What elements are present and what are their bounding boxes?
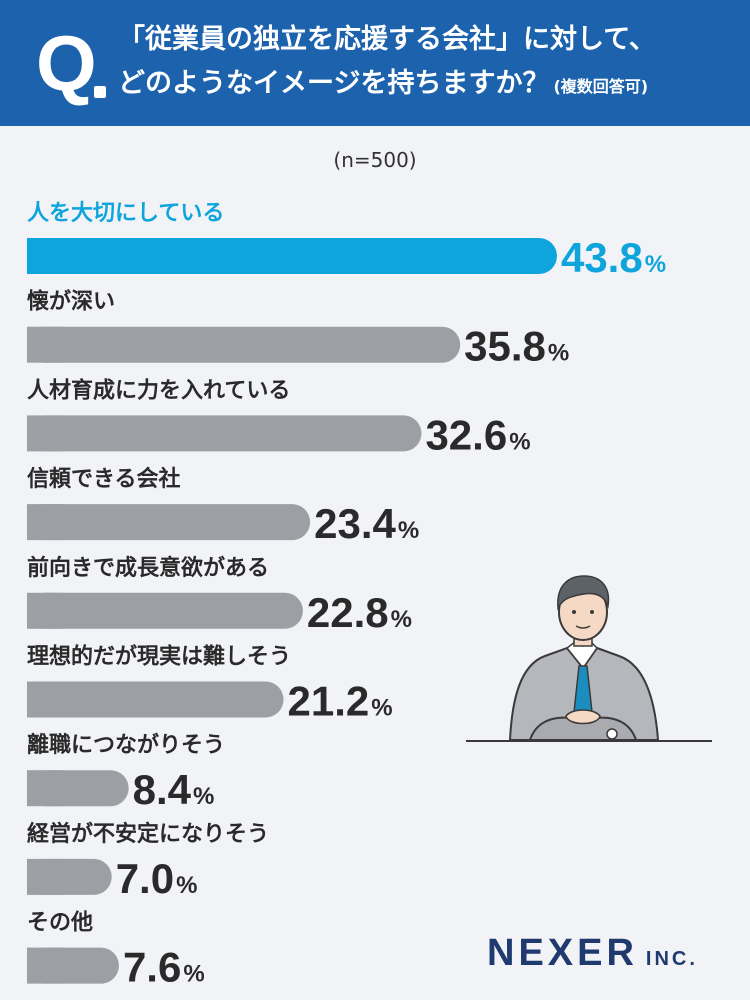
bar-left-edge	[27, 592, 63, 629]
bar-left-edge	[27, 681, 63, 718]
category-label: 前向きで成長意欲がある	[27, 555, 269, 581]
question-note: (複数回答可)	[553, 77, 649, 96]
value-label: 32.6%	[425, 411, 530, 458]
value-label: 35.8%	[464, 323, 569, 370]
value-label: 22.8%	[307, 589, 412, 636]
bar-left-edge	[27, 858, 63, 895]
category-label: 経営が不安定になりそう	[27, 821, 269, 847]
question-header: Q 「従業員の独立を応援する会社」に対して、 どのようなイメージを持ちますか？(…	[0, 0, 750, 126]
bar	[27, 504, 311, 541]
bar-left-edge	[27, 947, 63, 984]
nexer-logo: NEXER INC.	[487, 932, 698, 975]
bar-left-edge	[27, 504, 63, 541]
value-label: 23.4%	[314, 500, 419, 547]
logo-sub: INC.	[645, 948, 698, 970]
bar-left-edge	[27, 238, 63, 274]
category-label: 理想的だが現実は難しそう	[27, 644, 291, 670]
category-label: その他	[27, 911, 93, 936]
category-label: 人材育成に力を入れている	[27, 377, 290, 403]
value-label: 21.2%	[288, 678, 393, 725]
bar-left-edge	[27, 770, 63, 807]
sample-size: (n=500)	[333, 148, 417, 172]
value-label: 7.0%	[116, 855, 198, 902]
bar	[27, 681, 284, 718]
category-label: 人を大切にしている	[27, 201, 224, 226]
category-label: 懐が深い	[27, 289, 115, 315]
bar	[27, 238, 557, 274]
bar-left-edge	[27, 415, 63, 452]
bar	[27, 592, 303, 629]
q-letter: Q	[36, 19, 97, 107]
q-dot	[94, 86, 106, 98]
bar-left-edge	[27, 326, 63, 363]
question-line-2: どのようなイメージを持ちますか？ (複数回答可)	[118, 64, 648, 107]
bar	[27, 326, 461, 363]
category-label: 信頼できる会社	[27, 466, 181, 492]
value-label: 8.4%	[133, 766, 215, 813]
category-label: 離職につながりそう	[27, 732, 225, 758]
logo-main: NEXER	[487, 932, 638, 974]
question-line-2-text: どのようなイメージを持ちますか？	[118, 68, 550, 99]
businessman-illustration	[466, 575, 712, 742]
value-label: 43.8%	[561, 234, 666, 281]
value-label: 7.6%	[123, 944, 205, 991]
question-line-1: 「従業員の独立を応援する会社」に対して、	[118, 24, 656, 55]
bar	[27, 415, 422, 452]
